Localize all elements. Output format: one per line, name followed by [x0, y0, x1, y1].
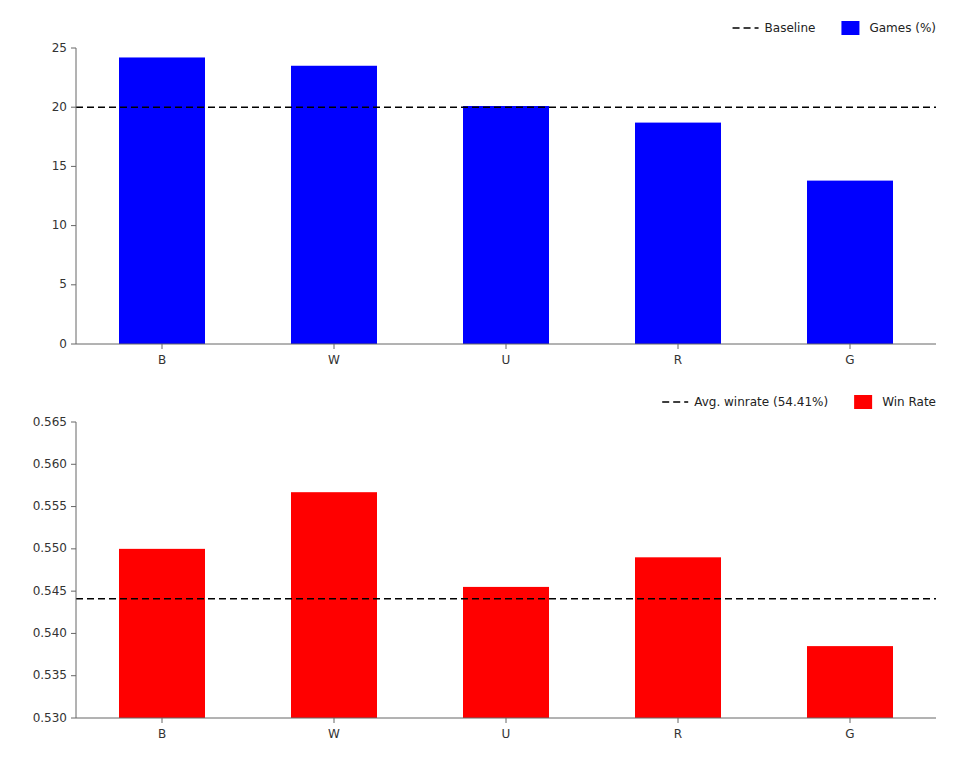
plot-area: [76, 57, 936, 344]
legend: Avg. winrate (54.41%) Win Rate: [662, 395, 936, 410]
y-tick-label: 0.565: [33, 415, 67, 429]
page: {"chart_data": [ {"type": "bar", "catego…: [0, 0, 960, 768]
y-tick-label: 10: [52, 218, 67, 232]
y-tick-label: 20: [52, 100, 67, 114]
x-tick: [850, 718, 851, 723]
bar: [463, 106, 549, 344]
y-axis: 0.530 0.535 0.540 0.545 0.550 0.555 0.560 0.565: [33, 415, 76, 725]
y-tick-label: 0: [59, 337, 67, 351]
bar: [635, 557, 721, 718]
y-tick: [71, 344, 76, 345]
y-tick: [71, 225, 76, 226]
bar: [463, 587, 549, 718]
y-tick-label: 0.530: [33, 711, 67, 725]
x-tick: [678, 344, 679, 349]
y-tick-label: 0.550: [33, 541, 67, 555]
y-tick-label: 0.540: [33, 626, 67, 640]
legend-swatch: [854, 395, 872, 409]
chart-panel: 0 5 10 15 20 25 B W U R G Baseline Games (%): [52, 21, 936, 368]
legend-item: Avg. winrate (54.41%): [662, 395, 828, 409]
y-tick-label: 5: [59, 277, 67, 291]
y-tick: [71, 464, 76, 465]
plot-area: [76, 492, 936, 718]
bar-series: [119, 57, 893, 344]
y-tick: [71, 107, 76, 108]
x-tick-label: U: [502, 727, 511, 741]
bar-series: [119, 492, 893, 718]
bar: [291, 492, 377, 718]
legend-label: Games (%): [869, 21, 936, 35]
y-tick: [71, 633, 76, 634]
y-tick: [71, 675, 76, 676]
y-tick: [71, 506, 76, 507]
x-tick-label: G: [845, 353, 854, 367]
legend-item: Win Rate: [854, 395, 936, 410]
x-tick-label: B: [158, 353, 166, 367]
legend-item: Baseline: [733, 21, 816, 35]
chart-root: 0510152025BWURGBaselineGames (%)0.5300.5…: [0, 0, 960, 768]
x-tick: [162, 718, 163, 723]
legend-item: Games (%): [841, 21, 936, 36]
y-tick: [71, 591, 76, 592]
bar: [635, 123, 721, 344]
legend-label: Avg. winrate (54.41%): [694, 395, 828, 409]
legend-swatch: [841, 21, 859, 35]
y-axis-line: [76, 422, 77, 718]
x-tick: [334, 718, 335, 723]
x-tick: [850, 344, 851, 349]
bar: [807, 181, 893, 344]
x-tick-label: R: [674, 353, 682, 367]
bar: [119, 549, 205, 718]
y-tick-label: 0.535: [33, 668, 67, 682]
reference-line: [76, 598, 936, 600]
legend-label: Baseline: [765, 21, 816, 35]
y-tick: [71, 166, 76, 167]
bar: [807, 646, 893, 718]
y-tick-label: 0.545: [33, 584, 67, 598]
y-tick: [71, 284, 76, 285]
y-axis: 0 5 10 15 20 25: [52, 41, 76, 351]
x-tick-label: B: [158, 727, 166, 741]
y-tick: [71, 48, 76, 49]
y-tick: [71, 548, 76, 549]
y-tick: [71, 718, 76, 719]
x-tick-label: U: [502, 353, 511, 367]
x-tick: [678, 718, 679, 723]
x-tick-label: G: [845, 727, 854, 741]
x-axis: BWURG: [158, 718, 855, 741]
x-tick-label: W: [328, 353, 340, 367]
x-tick: [506, 344, 507, 349]
y-tick-label: 0.560: [33, 457, 67, 471]
x-tick: [334, 344, 335, 349]
y-tick-label: 0.555: [33, 499, 67, 513]
y-tick-label: 15: [52, 159, 67, 173]
x-tick-label: W: [328, 727, 340, 741]
bar: [119, 57, 205, 344]
chart-panel: 0.530 0.535 0.540 0.545 0.550 0.555 0.560 0.565…: [33, 395, 936, 768]
legend: Baseline Games (%): [733, 21, 936, 36]
x-tick: [506, 718, 507, 723]
legend-swatch: [733, 27, 759, 29]
y-axis-line: [76, 48, 77, 344]
legend-swatch: [662, 401, 688, 403]
y-tick-label: 25: [52, 41, 67, 55]
x-tick: [162, 344, 163, 349]
y-tick: [71, 422, 76, 423]
x-tick-label: R: [674, 727, 682, 741]
x-axis: BWURG: [158, 344, 855, 367]
legend-label: Win Rate: [882, 395, 936, 409]
reference-line: [76, 106, 936, 108]
